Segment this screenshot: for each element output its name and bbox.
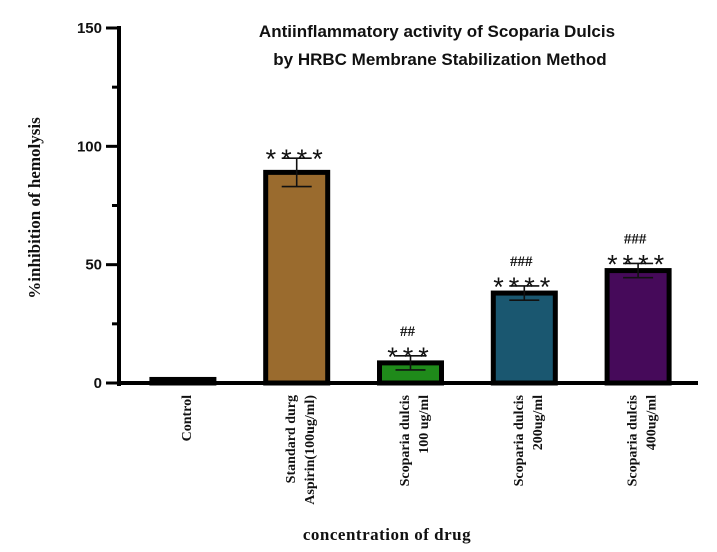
significance-stars: *** [387,342,434,372]
category-label-line: Aspirin(100ug/ml) [303,395,318,505]
significance-stars: **** [493,272,555,302]
category-labels: Control Standard durg Aspirin(100ug/ml) Sco… [180,394,660,504]
category-label-line: Scoparia dulcis [398,394,413,486]
chart-title-line-2: by HRBC Membrane Stabilization Method [273,50,606,69]
bars: *******##****### ****### [149,144,672,386]
significance-hash: ### [624,231,647,247]
category-label-line: 400ug/ml [645,395,660,450]
category-label-line: Scoparia dulcis [626,394,641,486]
category-label-line: Standard durg [284,395,299,483]
category-label: Scoparia dulcis 200ug/ml [512,394,546,486]
significance-hash: ## [400,324,416,340]
y-tick-label: 0 [94,375,102,392]
y-tick-label: 150 [77,20,102,37]
bar [490,290,558,386]
significance-stars: **** [266,144,328,174]
bar [263,169,331,386]
significance-hash: ### [510,254,533,270]
chart-title: Antiinflammatory activity of Scoparia Du… [259,22,615,69]
category-label-line: 200ug/ml [531,395,546,450]
y-tick-label: 50 [85,257,102,274]
y-tick-label: 100 [77,138,102,155]
category-label-line: Control [180,395,195,442]
category-label-line: Scoparia dulcis [512,394,527,486]
category-label: Standard durg Aspirin(100ug/ml) [284,395,318,505]
y-axis-label: %inhibition of hemolysis [25,117,44,299]
bar [149,376,217,386]
bar [604,268,672,386]
x-axis-label: concentration of drug [303,525,471,544]
significance-stars: **** [607,249,669,279]
category-label-line: 100 ug/ml [417,395,432,454]
category-label: Scoparia dulcis 100 ug/ml [398,394,432,486]
chart-title-line-1: Antiinflammatory activity of Scoparia Du… [259,22,615,41]
category-label: Control [180,395,195,442]
category-label: Scoparia dulcis 400ug/ml [626,394,660,486]
